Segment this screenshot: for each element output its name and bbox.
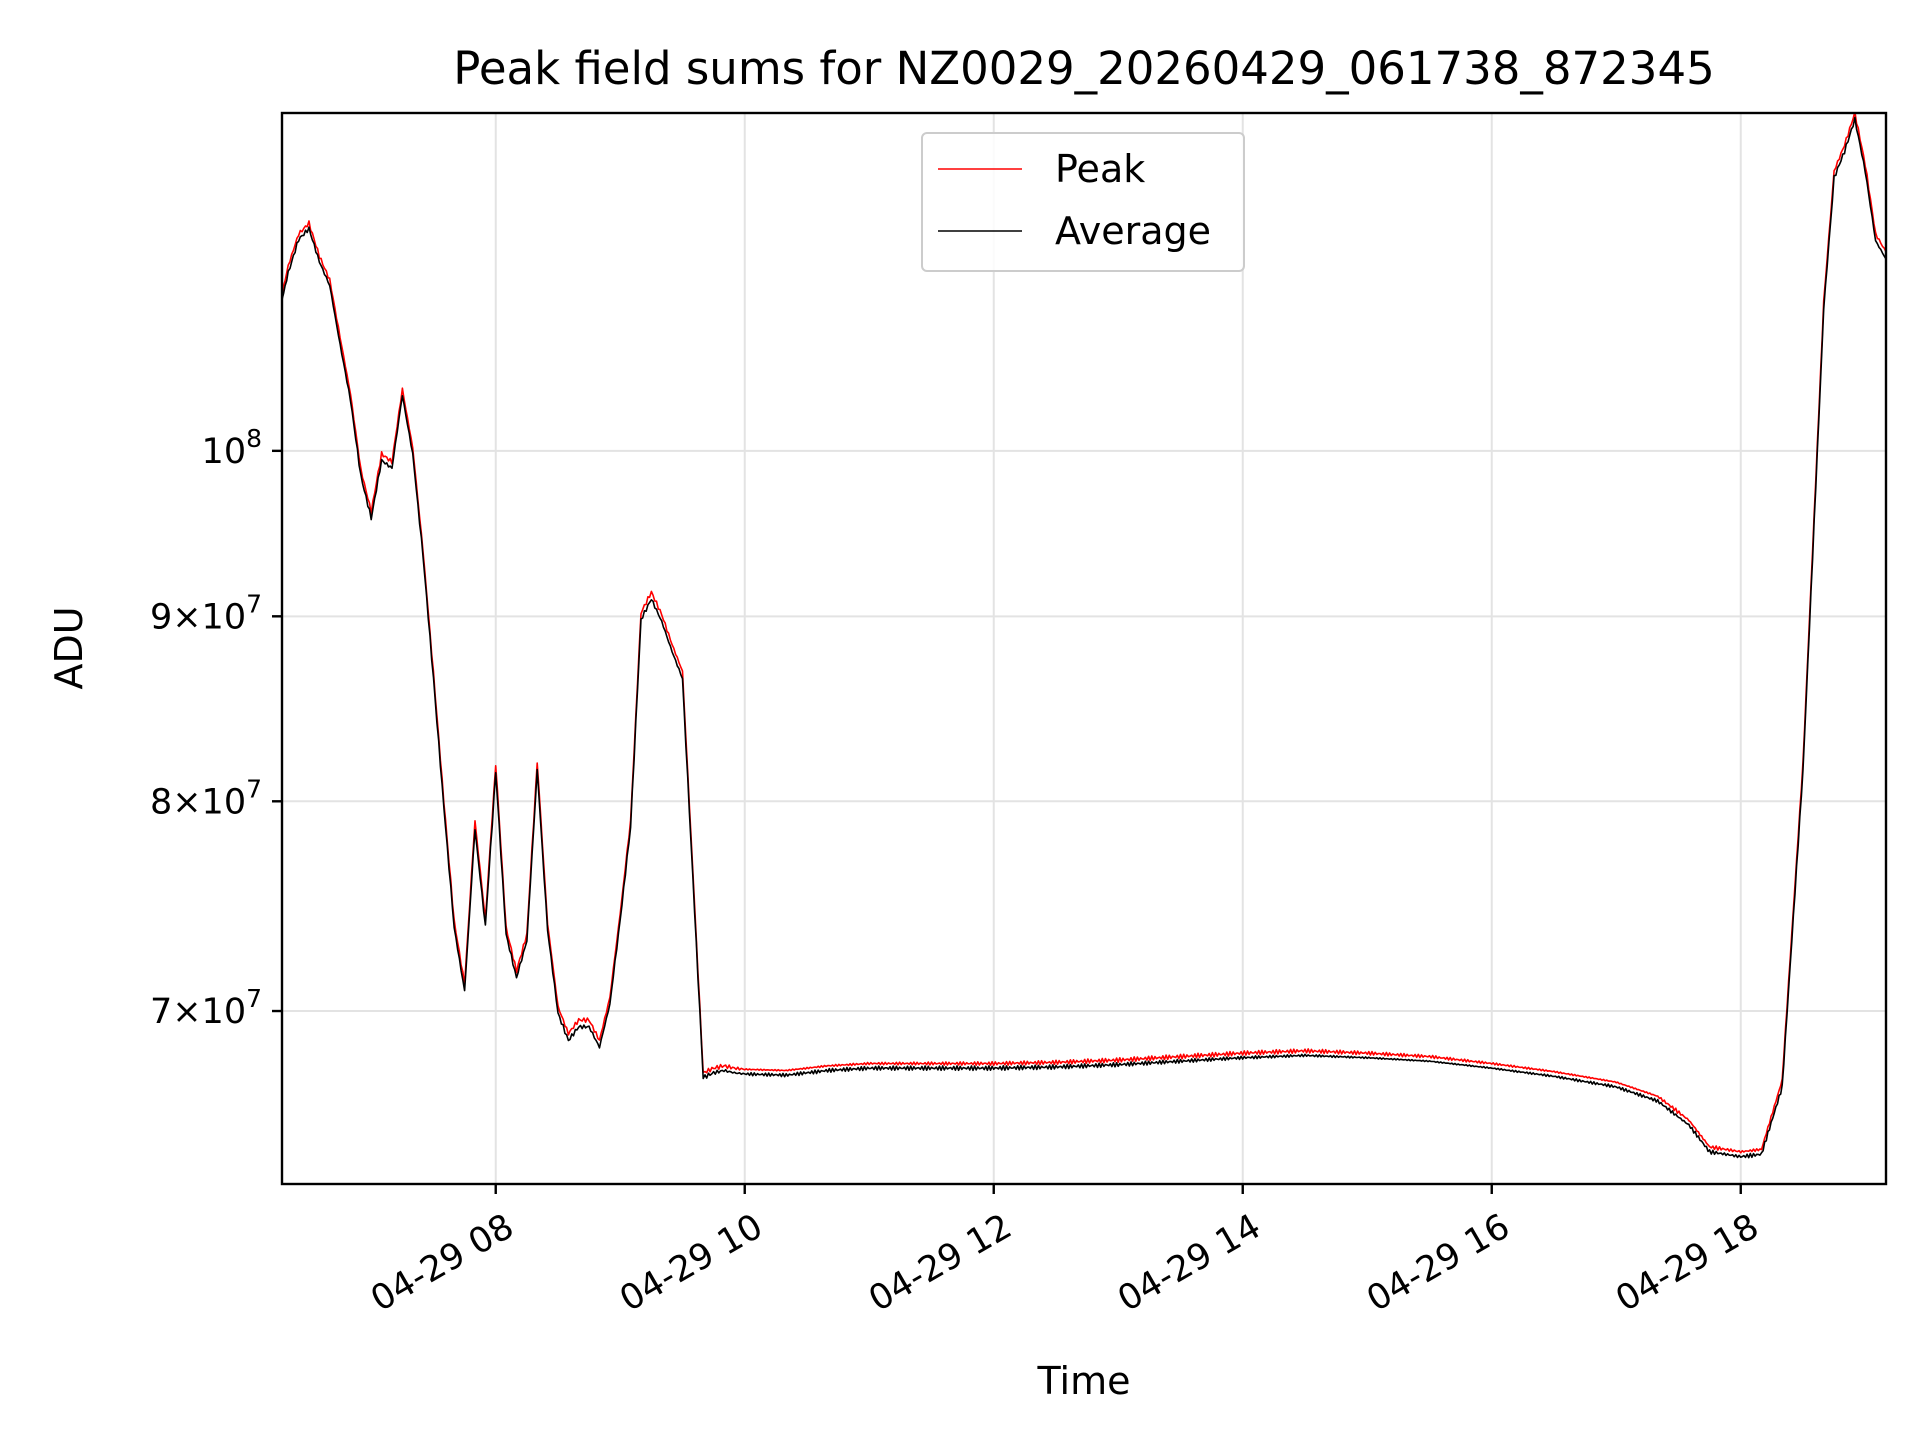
legend: Peak Average xyxy=(921,132,1245,272)
y-tick-label: 9×107 xyxy=(150,589,262,637)
series-line-average xyxy=(282,116,1886,1159)
series-line-peak xyxy=(282,113,1886,1154)
legend-label-average: Average xyxy=(1055,209,1211,253)
plot-series xyxy=(282,113,1886,1159)
grid-lines xyxy=(282,113,1886,1184)
y-tick-label: 7×107 xyxy=(150,984,262,1032)
chart-title: Peak field sums for NZ0029_20260429_0617… xyxy=(453,42,1714,95)
legend-box xyxy=(921,132,1245,272)
y-tick-label: 108 xyxy=(202,424,262,472)
x-axis-label: Time xyxy=(1037,1359,1131,1403)
legend-label-peak: Peak xyxy=(1055,147,1145,191)
y-tick-label: 8×107 xyxy=(150,774,262,822)
y-axis-ticks: 7×107 8×107 9×107 108 xyxy=(150,424,282,1032)
plot-frame xyxy=(280,111,1888,1186)
y-axis-label: ADU xyxy=(47,606,91,689)
